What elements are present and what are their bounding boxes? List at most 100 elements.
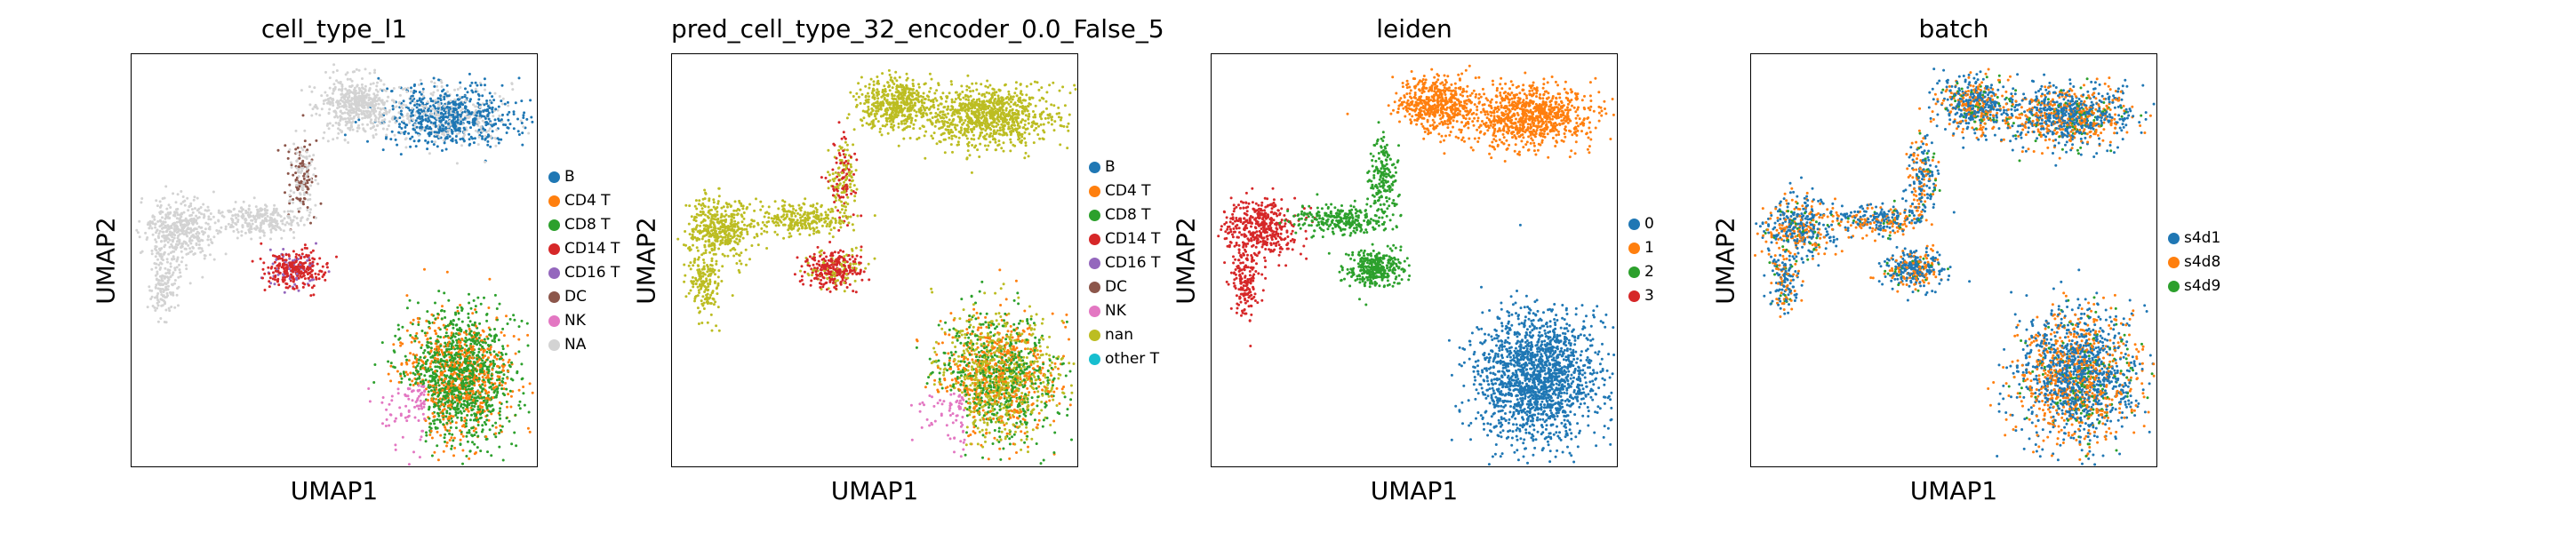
scatter-point (398, 100, 401, 104)
scatter-point (497, 138, 500, 141)
scatter-point (318, 114, 322, 117)
scatter-point (436, 97, 440, 100)
scatter-point (351, 128, 355, 131)
scatter-point (477, 131, 480, 134)
scatter-point (427, 120, 429, 123)
scatter-point (352, 91, 356, 94)
scatter-point (436, 131, 439, 134)
scatter-point (404, 130, 407, 133)
scatter-point (404, 146, 408, 149)
scatter-point (400, 131, 404, 134)
scatter-point (391, 107, 395, 111)
scatter-point (486, 109, 490, 113)
scatter-point (434, 114, 437, 116)
scatter-point (443, 104, 446, 107)
scatter-point (404, 138, 407, 141)
scatter-point (354, 93, 357, 97)
scatter-point (394, 121, 397, 124)
scatter-point (476, 143, 480, 147)
scatter-point (474, 90, 477, 93)
scatter-point (332, 138, 335, 141)
scatter-point (348, 84, 351, 88)
scatter-point (393, 100, 396, 104)
scatter-point (396, 117, 399, 121)
scatter-point (463, 95, 467, 99)
scatter-point (341, 95, 345, 99)
scatter-point (348, 105, 351, 108)
scatter-point (491, 124, 494, 128)
scatter-point (444, 127, 447, 131)
scatter-point (404, 125, 407, 129)
scatter-point (425, 106, 428, 109)
scatter-point (460, 101, 463, 105)
scatter-point (484, 108, 487, 112)
scatter-point (399, 109, 403, 113)
scatter-point (420, 116, 424, 120)
scatter-point (460, 122, 463, 125)
scatter-point (508, 123, 512, 126)
scatter-point (343, 111, 347, 115)
scatter-point (409, 145, 412, 148)
scatter-point (415, 125, 419, 129)
scatter-point (463, 133, 466, 137)
scatter-point (443, 95, 446, 99)
scatter-point (364, 68, 367, 71)
scatter-point (433, 82, 436, 84)
scatter-point (481, 135, 484, 139)
scatter-point (434, 124, 437, 128)
scatter-point (378, 110, 381, 114)
scatter-point (407, 131, 411, 135)
scatter-point (468, 72, 471, 76)
scatter-point (459, 105, 462, 108)
scatter-point (475, 108, 477, 112)
scatter-point (357, 91, 361, 95)
scatter-point (422, 112, 426, 115)
scatter-point (408, 119, 412, 123)
scatter-point (468, 132, 471, 136)
scatter-point (455, 93, 459, 97)
scatter-point (381, 148, 385, 152)
scatter-point (364, 89, 367, 92)
scatter-point (412, 118, 415, 122)
scatter-point (424, 118, 428, 122)
scatter-point (365, 111, 369, 115)
scatter-point (300, 89, 303, 92)
scatter-point (412, 89, 416, 92)
scatter-point (476, 120, 479, 123)
scatter-point (387, 124, 390, 128)
scatter-point (406, 112, 410, 115)
scatter-point (336, 103, 340, 107)
scatter-point (500, 118, 503, 122)
scatter-point (345, 120, 348, 123)
scatter-point (430, 140, 434, 143)
scatter-point (436, 107, 440, 110)
scatter-point (477, 128, 481, 131)
scatter-point (431, 99, 435, 103)
scatter-point (336, 107, 340, 110)
scatter-point (368, 115, 372, 119)
scatter-point (484, 160, 487, 163)
scatter-point (428, 105, 432, 108)
scatter-point (489, 145, 492, 148)
scatter-point (334, 110, 338, 114)
scatter-point (340, 84, 344, 88)
scatter-point (397, 111, 401, 115)
scatter-point (357, 118, 361, 122)
scatter-point (387, 95, 390, 99)
scatter-point (383, 118, 387, 122)
scatter-point (357, 123, 360, 127)
scatter-point (470, 89, 474, 92)
scatter-point (453, 127, 456, 131)
scatter-point (409, 115, 412, 118)
scatter-point (374, 128, 378, 131)
scatter-point (514, 101, 517, 105)
scatter-point (413, 123, 417, 126)
scatter-point (411, 99, 414, 103)
scatter-point (354, 121, 357, 123)
scatter-point (460, 120, 463, 123)
scatter-point (379, 122, 382, 125)
scatter-point (460, 137, 464, 140)
scatter-point (348, 77, 352, 81)
scatter-point (418, 103, 421, 107)
scatter-point (453, 88, 456, 91)
